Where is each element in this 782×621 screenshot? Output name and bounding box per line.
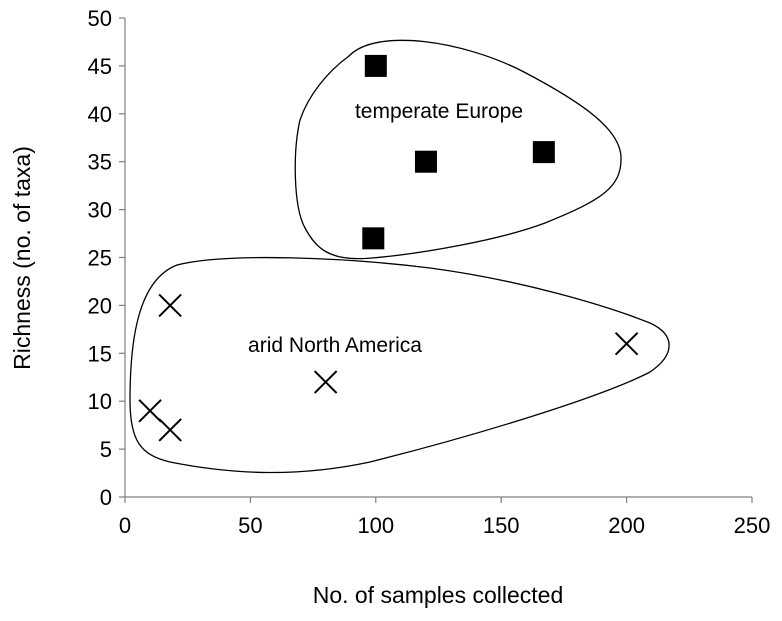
point-cross-stroke xyxy=(158,293,182,318)
x-tick-label: 200 xyxy=(608,513,645,538)
y-tick-label: 45 xyxy=(88,54,112,79)
x-tick-label: 150 xyxy=(483,513,520,538)
cluster-outlines xyxy=(129,39,670,474)
y-tick-label: 50 xyxy=(88,6,112,31)
x-axis-title: No. of samples collected xyxy=(313,582,564,608)
y-tick-label: 5 xyxy=(100,437,112,462)
point-cross xyxy=(614,332,639,356)
point-cross-stroke xyxy=(158,418,182,442)
data-points xyxy=(138,54,639,442)
point-cross xyxy=(158,293,182,318)
y-tick-label: 30 xyxy=(88,198,112,223)
axes xyxy=(124,18,752,498)
group-label-arid-north-america: arid North America xyxy=(248,334,422,357)
x-tick-label: 50 xyxy=(238,513,262,538)
point-cross xyxy=(158,418,182,442)
point-cross xyxy=(138,399,162,423)
y-tick-label: 0 xyxy=(100,485,112,510)
y-tick-label: 35 xyxy=(88,150,112,175)
y-tick-label: 25 xyxy=(88,246,112,271)
y-axis-title: Richness (no. of taxa) xyxy=(9,146,35,370)
point-square xyxy=(532,141,555,164)
point-cross-stroke xyxy=(313,370,338,394)
y-tick-label: 40 xyxy=(88,102,112,127)
x-tick-label: 250 xyxy=(734,513,771,538)
x-tick-label: 0 xyxy=(119,513,131,538)
point-cross xyxy=(313,370,338,394)
point-square xyxy=(362,227,385,250)
point-square xyxy=(414,150,437,173)
point-cross-stroke xyxy=(614,332,639,356)
ticks: 0 5 10 15 20 25 30 35 40 45 50 0 50 100 150 200 250 xyxy=(88,6,771,538)
y-tick-label: 20 xyxy=(88,293,112,318)
point-cross-stroke xyxy=(138,399,162,423)
cluster-outline-temperate-europe xyxy=(294,39,622,260)
y-tick-label: 15 xyxy=(88,341,112,366)
y-tick-label: 10 xyxy=(88,389,112,414)
cluster-outline-arid-north-america xyxy=(129,256,670,474)
group-label-temperate-europe: temperate Europe xyxy=(355,100,523,123)
point-square xyxy=(364,54,387,77)
x-tick-label: 100 xyxy=(357,513,394,538)
